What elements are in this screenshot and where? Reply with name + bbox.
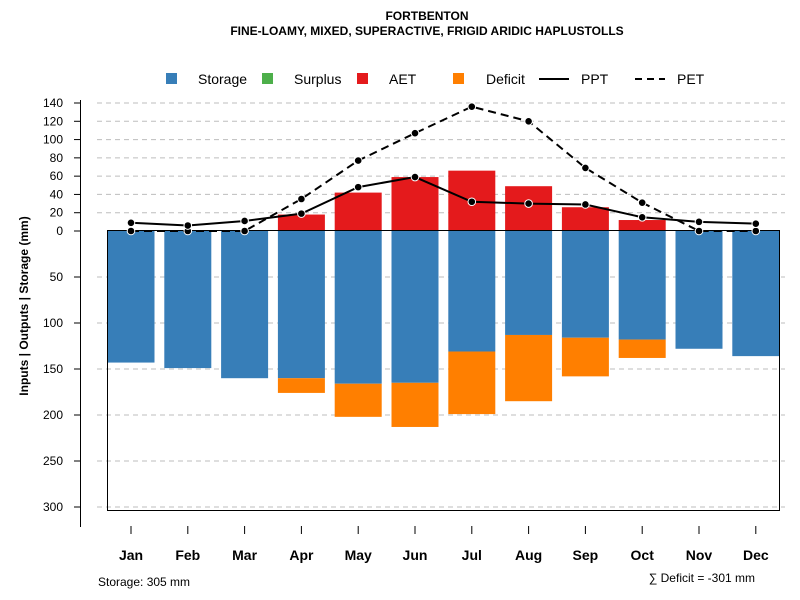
- pet-point-Sep: [581, 163, 590, 173]
- pet-point-Oct: [637, 198, 647, 207]
- ppt-point-Apr: [297, 209, 306, 218]
- deficit-bar-Apr: [277, 378, 325, 393]
- aet-bar-Apr: [277, 214, 325, 231]
- x-tick-label-Sep: Sep: [573, 547, 599, 563]
- storage-bar-Oct: [618, 231, 666, 340]
- y-tick-label: 100: [43, 316, 63, 330]
- storage-bar-Jun: [391, 231, 439, 383]
- y-tick-label: 200: [43, 408, 63, 422]
- storage-bar-Dec: [732, 231, 780, 357]
- ppt-point-Jan: [126, 218, 136, 228]
- ppt-point-Sep: [581, 200, 590, 209]
- ppt-line: [130, 176, 756, 227]
- pet-point-May: [353, 156, 363, 165]
- x-tick-label-Feb: Feb: [175, 547, 200, 563]
- deficit-note: ∑ Deficit = -301 mm: [649, 571, 755, 585]
- x-tick-label-Jul: Jul: [462, 547, 482, 563]
- legend: Storage Surplus AET Deficit PPT PET: [166, 71, 705, 87]
- pet-point-Apr: [297, 194, 306, 204]
- deficit-bar-Oct: [618, 339, 666, 358]
- y-tick-label: 20: [50, 206, 64, 220]
- pet-point-Mar: [240, 226, 249, 236]
- x-tick-label-Aug: Aug: [515, 547, 542, 563]
- y-tick-label: 300: [43, 500, 63, 514]
- pet-point-Jul: [467, 102, 477, 111]
- legend-label-surplus: Surplus: [294, 71, 341, 87]
- deficit-bar-Sep: [561, 337, 609, 377]
- y-tick-label: 250: [43, 454, 63, 468]
- y-tick-label: 50: [50, 270, 64, 284]
- deficit-bar-Jun: [391, 382, 439, 427]
- x-tick-label-Jan: Jan: [119, 547, 143, 563]
- storage-bar-Jul: [448, 231, 496, 352]
- ppt-point-Aug: [524, 199, 533, 208]
- pet-point-Nov: [694, 226, 704, 236]
- storage-bar-Jan: [107, 231, 155, 363]
- legend-label-deficit: Deficit: [486, 71, 525, 87]
- aet-bar-May: [334, 192, 382, 231]
- pet-point-Aug: [524, 116, 533, 126]
- storage-bar-Nov: [675, 231, 723, 349]
- legend-label-pet: PET: [677, 71, 705, 87]
- x-tick-label-Mar: Mar: [232, 547, 257, 563]
- legend-swatch-deficit: [453, 73, 464, 84]
- bars: [107, 170, 780, 427]
- y-tick-label: 40: [50, 187, 64, 201]
- storage-bar-Feb: [164, 231, 212, 369]
- legend-label-storage: Storage: [198, 71, 247, 87]
- ppt-point-Mar: [240, 216, 249, 226]
- pet-point-Jan: [126, 226, 136, 236]
- plot-frame: [80, 100, 780, 527]
- legend-label-aet: AET: [389, 71, 417, 87]
- ppt-point-Jun: [410, 172, 420, 182]
- legend-label-ppt: PPT: [581, 71, 609, 87]
- y-tick-label: 0: [56, 224, 63, 238]
- pet-point-Dec: [751, 226, 761, 236]
- y-tick-label: 60: [50, 169, 64, 183]
- x-tick-label-Jun: Jun: [403, 547, 428, 563]
- storage-bar-Apr: [277, 231, 325, 379]
- aet-bar-Sep: [561, 207, 609, 231]
- x-axis: Jan Feb Mar Apr May Jun Jul Aug Sep Oct Nov Dec: [119, 526, 769, 563]
- y-tick-label: 140: [43, 96, 63, 110]
- legend-swatch-storage: [166, 73, 177, 84]
- y-tick-label: 150: [43, 362, 63, 376]
- storage-note: Storage: 305 mm: [98, 575, 190, 589]
- ppt-point-Nov: [694, 217, 704, 227]
- aet-bar-Aug: [505, 186, 553, 231]
- deficit-bar-May: [334, 383, 382, 417]
- legend-swatch-aet: [357, 73, 368, 84]
- aet-bar-Oct: [618, 220, 666, 231]
- ppt-point-Oct: [637, 212, 647, 222]
- legend-swatch-surplus: [262, 73, 273, 84]
- pet-line: [131, 105, 756, 232]
- pet-point-Jun: [410, 128, 420, 138]
- storage-bar-May: [334, 231, 382, 384]
- deficit-bar-Aug: [505, 334, 553, 402]
- x-tick-label-May: May: [345, 547, 372, 563]
- ppt-point-Feb: [183, 221, 193, 230]
- deficit-bar-Jul: [448, 351, 496, 415]
- x-tick-label-Apr: Apr: [289, 547, 314, 563]
- storage-bar-Aug: [505, 231, 553, 335]
- y-tick-label: 100: [43, 133, 63, 147]
- x-tick-label-Dec: Dec: [743, 547, 769, 563]
- x-tick-label-Oct: Oct: [631, 547, 655, 563]
- y-tick-label: 80: [50, 151, 64, 165]
- x-tick-label-Nov: Nov: [686, 547, 713, 563]
- ppt-point-Dec: [751, 219, 761, 228]
- ppt-point-May: [353, 182, 363, 192]
- storage-bar-Sep: [561, 231, 609, 338]
- ppt-point-Jul: [467, 197, 477, 207]
- y-tick-label: 120: [43, 114, 63, 128]
- chart-subtitle: FINE-LOAMY, MIXED, SUPERACTIVE, FRIGID A…: [230, 24, 623, 38]
- aet-bar-Jun: [391, 177, 439, 231]
- y-axis-title: Inputs | Outputs | Storage (mm): [17, 216, 31, 395]
- chart-title: FORTBENTON: [385, 9, 468, 23]
- lines: [126, 102, 761, 236]
- storage-bar-Mar: [221, 231, 269, 379]
